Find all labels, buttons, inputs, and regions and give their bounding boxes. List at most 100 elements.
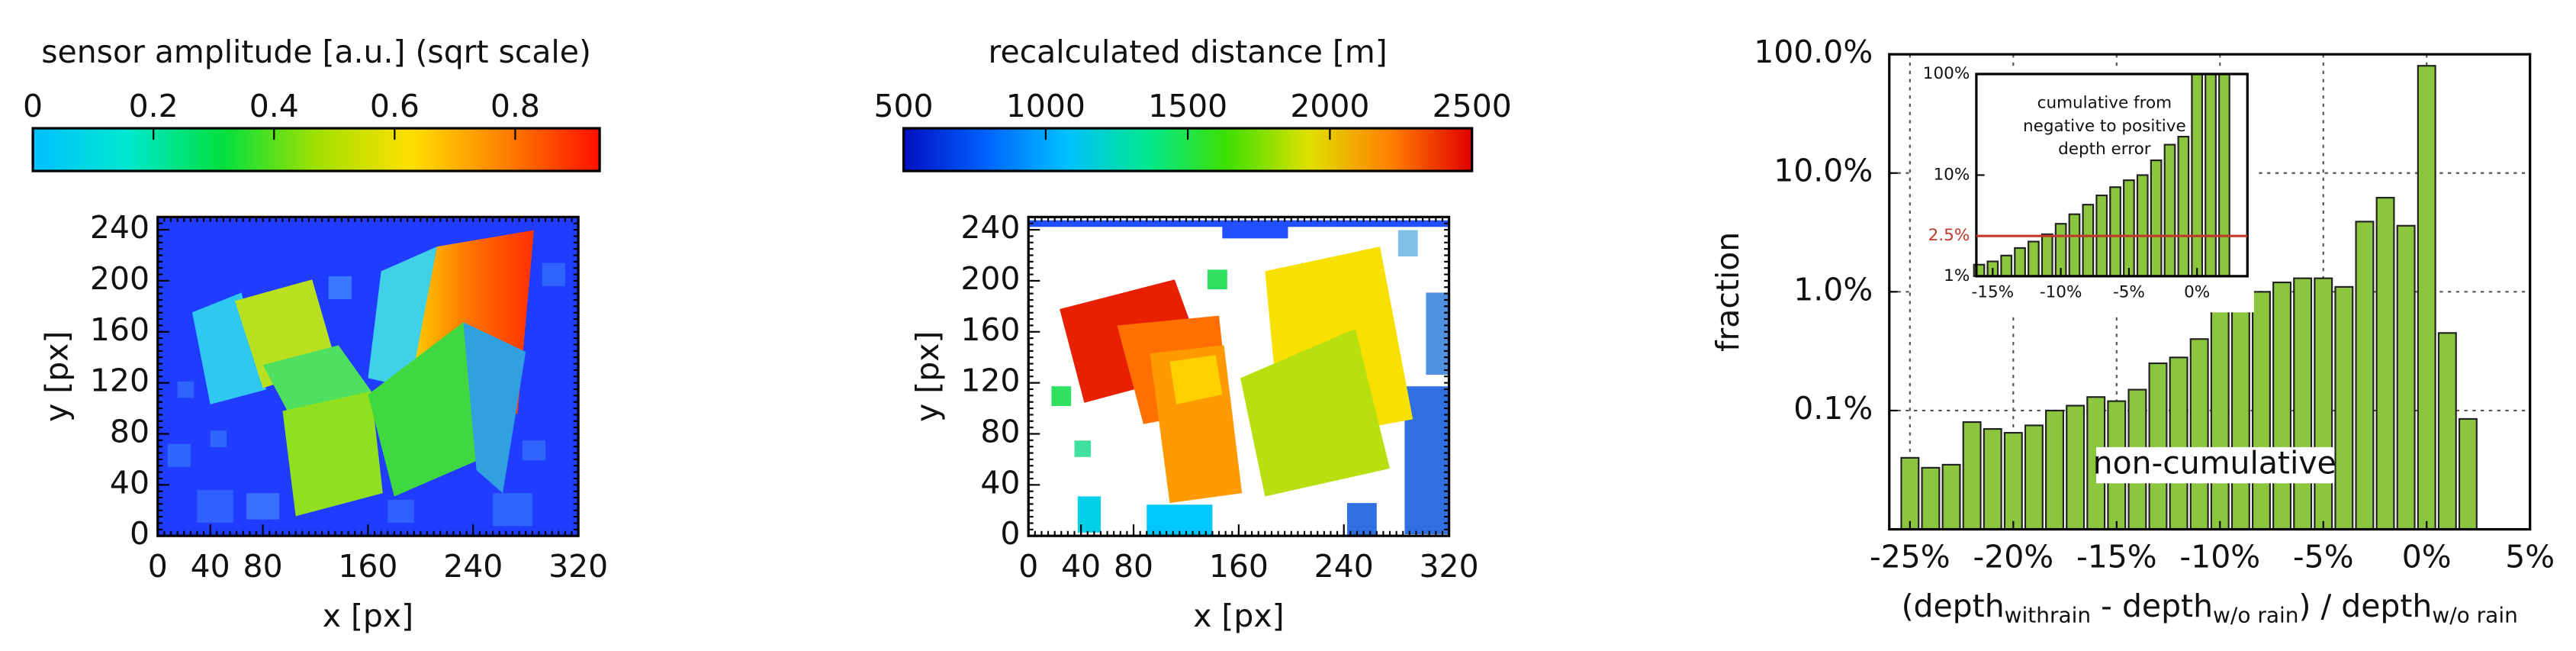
y-tick-label: 0	[130, 515, 150, 552]
colorbar-tick-label: 0.4	[249, 88, 299, 124]
bar	[2041, 233, 2053, 277]
bar	[2191, 73, 2204, 277]
bar	[2109, 186, 2121, 277]
x-axis-label-part: w/o rain	[2213, 603, 2299, 628]
y-tick-label: 10%	[1933, 165, 1970, 184]
inset-title: cumulative from	[2037, 94, 2172, 113]
bar	[2334, 285, 2354, 530]
y-tick-label: 80	[980, 413, 1020, 450]
x-axis-label: x [px]	[1193, 598, 1284, 634]
annotation: non-cumulative	[2093, 445, 2336, 482]
reference-label: 2.5%	[1928, 226, 1970, 245]
y-tick-label: 10.0%	[1774, 153, 1873, 189]
y-tick-label: 120	[90, 363, 150, 399]
colorbar-tick-label: 500	[873, 88, 933, 124]
colorbar	[31, 127, 601, 172]
bar	[1941, 463, 1961, 530]
x-tick-label: 160	[1209, 548, 1269, 585]
y-tick-label: 100%	[1923, 64, 1970, 83]
bar	[2045, 409, 2064, 530]
x-axis-label-part: ) / depth	[2299, 588, 2433, 624]
colorbar-tick-label: 1000	[1006, 88, 1085, 124]
y-tick-label: 240	[90, 209, 150, 246]
bar	[2355, 221, 2375, 530]
colorbar-tick-label: 2000	[1290, 88, 1369, 124]
bar	[2169, 356, 2188, 530]
x-tick-label: 40	[191, 548, 230, 585]
y-tick-label: 1.0%	[1793, 271, 1873, 308]
y-tick-label: 200	[90, 260, 150, 297]
x-axis-label-part: withrain	[2005, 603, 2092, 628]
inset-title: depth error	[2058, 140, 2151, 159]
y-tick-label: 40	[980, 464, 1020, 501]
x-axis-label-part: (depth	[1902, 588, 2005, 624]
bar	[2293, 277, 2313, 530]
y-tick-label: 40	[110, 464, 150, 501]
distance-image	[1028, 217, 1449, 537]
y-axis-label: fraction	[1709, 232, 1746, 352]
y-tick-label: 0.1%	[1793, 390, 1873, 427]
bar	[2205, 73, 2217, 277]
x-tick-label: -10%	[2040, 282, 2082, 301]
x-tick-label: -15%	[1972, 282, 2015, 301]
annotation-box	[2096, 446, 2335, 484]
x-axis-label: (depthwithrain - depthw/o rain) / depthw…	[1902, 588, 2518, 628]
x-tick-label: 320	[548, 548, 608, 585]
x-tick-label: 80	[243, 548, 283, 585]
bar	[1962, 421, 1982, 530]
colorbar-tick-label: 2500	[1433, 88, 1512, 124]
bar	[2189, 338, 2209, 530]
y-tick-label: 160	[90, 311, 150, 348]
bar	[2066, 404, 2086, 530]
y-tick-label: 200	[960, 260, 1020, 297]
x-tick-label: -10%	[2179, 538, 2260, 575]
bar	[2024, 424, 2044, 530]
bar	[2210, 309, 2230, 530]
bar	[2251, 291, 2271, 530]
x-tick-label: -25%	[1870, 538, 1950, 575]
x-tick-label: 240	[1314, 548, 1374, 585]
colorbar-tick-label: 1500	[1148, 88, 1227, 124]
bar	[2163, 143, 2176, 277]
bar	[2218, 73, 2230, 277]
x-axis-label: x [px]	[323, 598, 413, 634]
x-tick-label: 320	[1420, 548, 1479, 585]
x-tick-label: 160	[338, 548, 397, 585]
bar	[1900, 456, 1920, 530]
amplitude-image	[157, 217, 579, 537]
x-tick-label: 0	[1018, 548, 1038, 585]
bar	[2314, 277, 2333, 530]
y-axis-label: y [px]	[39, 331, 76, 422]
colorbar-title: sensor amplitude [a.u.] (sqrt scale)	[41, 34, 591, 70]
inset-title: negative to positive	[2023, 117, 2186, 136]
bar	[2000, 254, 2013, 277]
colorbar-tick-label: 0.2	[129, 88, 178, 124]
x-axis-label-part: w/o rain	[2432, 603, 2518, 628]
bar	[2003, 431, 2023, 530]
bar	[1983, 427, 2002, 530]
x-tick-label: 0%	[2184, 282, 2210, 301]
bar	[2396, 224, 2416, 530]
bar	[2177, 135, 2190, 277]
bar	[2123, 179, 2135, 277]
x-tick-label: 5%	[2505, 538, 2555, 575]
x-tick-label: 40	[1061, 548, 1101, 585]
x-tick-label: -20%	[1973, 538, 2053, 575]
bar	[2417, 65, 2436, 530]
y-tick-label: 1%	[1944, 266, 1970, 285]
y-tick-label: 240	[960, 209, 1020, 246]
bar	[2375, 196, 2395, 530]
y-tick-label: 0	[1000, 515, 1020, 552]
colorbar-title: recalculated distance [m]	[989, 34, 1388, 70]
bar	[2150, 160, 2163, 277]
x-tick-label: 0%	[2402, 538, 2452, 575]
bar	[2458, 417, 2478, 530]
colorbar-tick-label: 0.6	[370, 88, 420, 124]
bar	[2136, 174, 2149, 277]
bar	[2272, 281, 2292, 530]
y-tick-label: 120	[960, 363, 1020, 399]
x-tick-label: -15%	[2076, 538, 2157, 575]
x-tick-label: 80	[1114, 548, 1153, 585]
bar	[2028, 240, 2040, 277]
